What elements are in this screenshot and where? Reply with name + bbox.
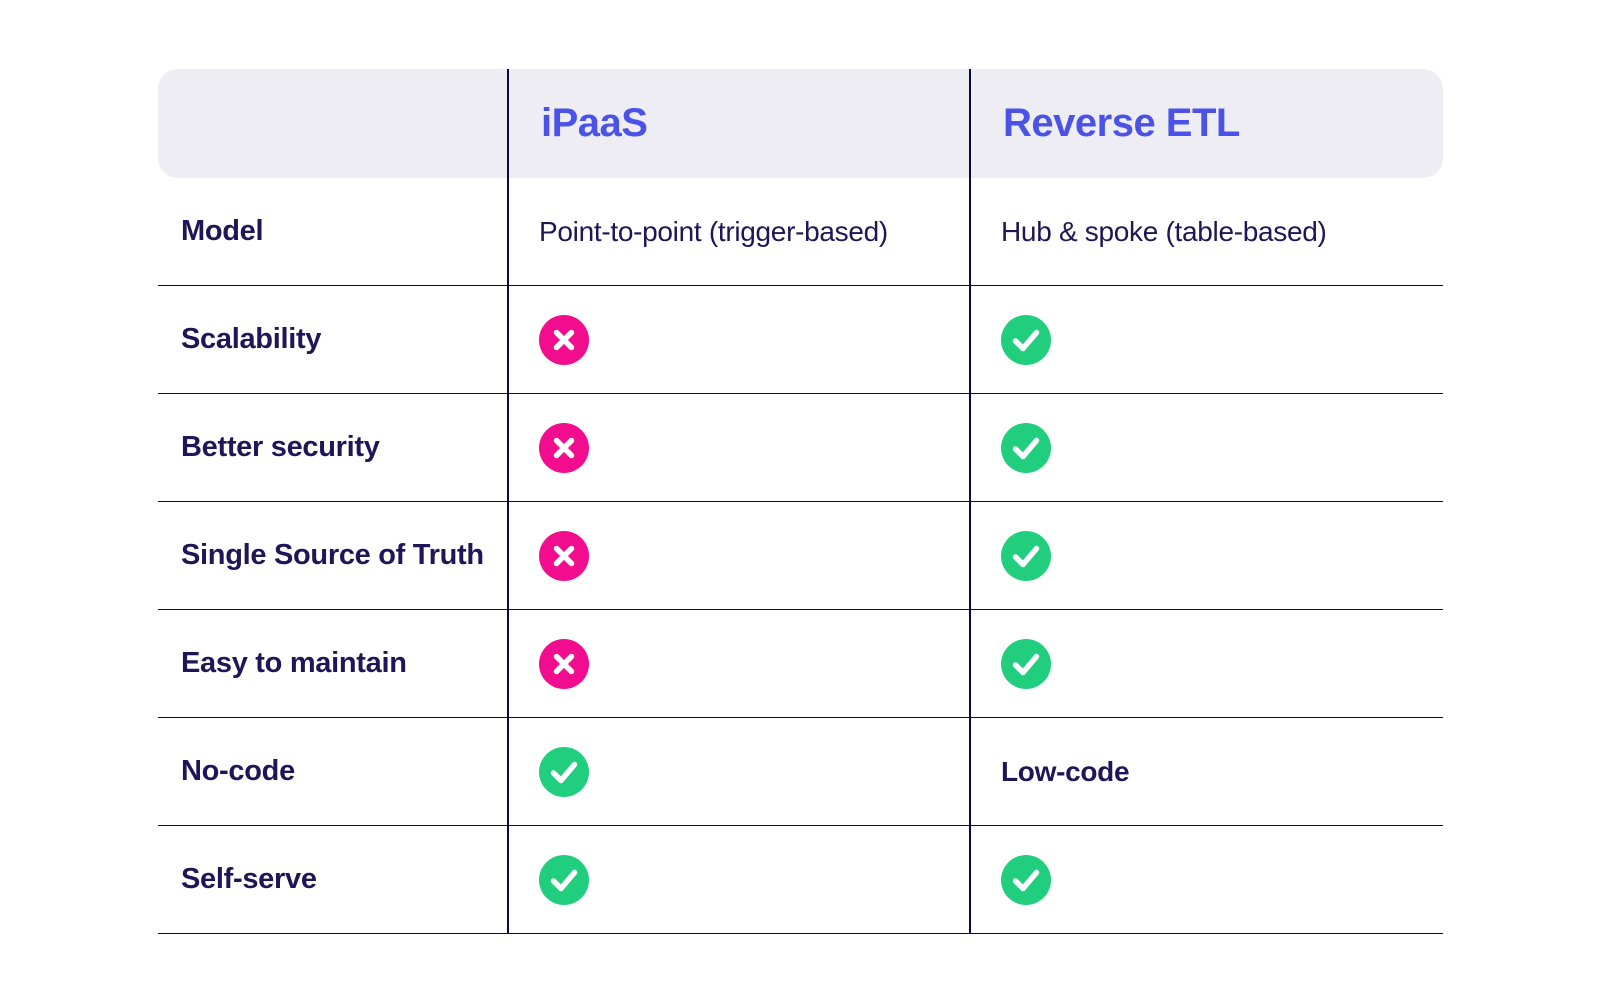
- header-corner-cell: [158, 69, 507, 178]
- row-label: Single Source of Truth: [158, 502, 507, 610]
- table-grid: iPaaS Reverse ETL Model Point-to-point (…: [158, 69, 1443, 934]
- header-band: [158, 69, 1443, 178]
- row-label: Self-serve: [158, 826, 507, 934]
- cross-icon: [539, 422, 589, 473]
- ipaas-cell: [507, 610, 969, 718]
- reverse-etl-cell: Low-code: [969, 718, 1443, 826]
- header-reverse-etl: Reverse ETL: [1003, 101, 1240, 145]
- check-icon: [1001, 314, 1051, 365]
- row-label: Easy to maintain: [158, 610, 507, 718]
- cross-icon: [539, 638, 589, 689]
- ipaas-cell: [507, 826, 969, 934]
- row-label: Model: [158, 178, 507, 286]
- reverse-etl-cell: [969, 502, 1443, 610]
- ipaas-cell: [507, 502, 969, 610]
- comparison-table: iPaaS Reverse ETL Model Point-to-point (…: [158, 69, 1443, 934]
- header-ipaas: iPaaS: [541, 101, 648, 145]
- row-label: Scalability: [158, 286, 507, 394]
- row-label: Better security: [158, 394, 507, 502]
- check-icon: [539, 854, 589, 905]
- ipaas-cell: [507, 718, 969, 826]
- reverse-etl-cell: [969, 610, 1443, 718]
- row-label: No-code: [158, 718, 507, 826]
- column-divider: [507, 69, 509, 934]
- reverse-etl-cell: [969, 286, 1443, 394]
- ipaas-cell: [507, 394, 969, 502]
- cross-icon: [539, 530, 589, 581]
- column-divider: [969, 69, 971, 934]
- check-icon: [1001, 422, 1051, 473]
- ipaas-cell: Point-to-point (trigger-based): [507, 178, 969, 286]
- reverse-etl-cell: [969, 826, 1443, 934]
- reverse-etl-cell: Hub & spoke (table-based): [969, 178, 1443, 286]
- ipaas-cell: [507, 286, 969, 394]
- check-icon: [539, 746, 589, 797]
- check-icon: [1001, 854, 1051, 905]
- reverse-etl-cell: [969, 394, 1443, 502]
- cell-text: Hub & spoke (table-based): [1001, 215, 1327, 247]
- cell-text: Low-code: [1001, 755, 1130, 787]
- cell-text: Point-to-point (trigger-based): [539, 215, 888, 247]
- check-icon: [1001, 530, 1051, 581]
- check-icon: [1001, 638, 1051, 689]
- cross-icon: [539, 314, 589, 365]
